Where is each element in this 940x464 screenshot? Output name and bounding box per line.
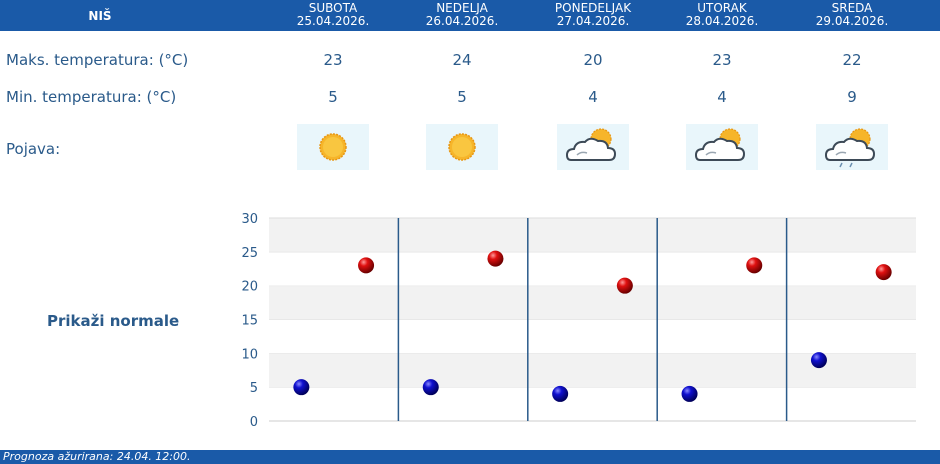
min-temp-value: 4 (588, 88, 598, 106)
y-tick-label: 25 (241, 246, 258, 261)
partly-cloudy-icon (686, 124, 758, 170)
grid-band (269, 251, 916, 286)
min-temp-point (293, 379, 310, 396)
grid-band (269, 285, 916, 320)
day-date: 28.04.2026. (685, 14, 759, 28)
max-temp-point (746, 257, 763, 274)
phenomenon-label: Pojava: (6, 140, 61, 158)
min-temp-point (422, 379, 439, 396)
temperature-chart: 0 5 10 15 20 25 30 (241, 212, 916, 430)
header-bar: NIŠ (0, 0, 940, 31)
grid-band (269, 353, 916, 388)
sun-icon (426, 124, 498, 170)
min-temp-point (681, 385, 698, 402)
day-header: NEDELJA 26.04.2026. (402, 2, 522, 28)
max-temp-point (487, 250, 504, 267)
max-temp-point (358, 257, 375, 274)
day-date: 27.04.2026. (556, 14, 630, 28)
y-tick-label: 15 (241, 314, 258, 329)
day-date: 26.04.2026. (425, 14, 499, 28)
max-temp-point (616, 277, 633, 294)
y-tick-label: 0 (250, 415, 258, 430)
grid-band (269, 319, 916, 354)
city-name: NIŠ (88, 8, 112, 23)
max-temp-value: 24 (452, 51, 472, 69)
y-tick-label: 5 (250, 381, 258, 396)
day-name: PONEDELJAK (554, 1, 632, 15)
y-tick-label: 20 (241, 280, 258, 295)
day-name: NEDELJA (436, 1, 488, 15)
update-footer: Prognoza ažurirana: 24.04. 12:00. (0, 450, 940, 464)
y-tick-label: 10 (241, 347, 258, 362)
grid-band (269, 218, 916, 252)
max-temp-value: 23 (712, 51, 732, 69)
min-temp-label: Min. temperatura: (°C) (6, 88, 177, 106)
min-temp-value: 5 (457, 88, 467, 106)
grid-band (269, 387, 916, 421)
day-header: UTORAK 28.04.2026. (662, 2, 782, 28)
partly-cloudy-icon (557, 124, 629, 170)
day-name: SUBOTA (308, 1, 358, 15)
min-temp-value: 9 (847, 88, 857, 106)
day-name: UTORAK (697, 1, 747, 15)
day-date: 29.04.2026. (815, 14, 889, 28)
min-temp-value: 5 (328, 88, 338, 106)
max-temp-label: Maks. temperatura: (°C) (6, 51, 189, 69)
min-temp-value: 4 (717, 88, 727, 106)
max-temp-point (875, 264, 892, 281)
y-tick-label: 30 (241, 212, 258, 227)
cloud-rain-sun-icon (816, 124, 888, 170)
max-temp-value: 20 (583, 51, 603, 69)
day-header: SREDA 29.04.2026. (792, 2, 912, 28)
max-temp-value: 22 (842, 51, 862, 69)
max-temp-value: 23 (323, 51, 343, 69)
day-header: PONEDELJAK 27.04.2026. (533, 2, 653, 28)
min-temp-point (810, 352, 827, 369)
sun-icon (297, 124, 369, 170)
day-name: SREDA (831, 1, 873, 15)
min-temp-point (552, 385, 569, 402)
day-header: SUBOTA 25.04.2026. (273, 2, 393, 28)
show-normals-link[interactable]: Prikaži normale (47, 312, 180, 330)
day-date: 25.04.2026. (296, 14, 370, 28)
